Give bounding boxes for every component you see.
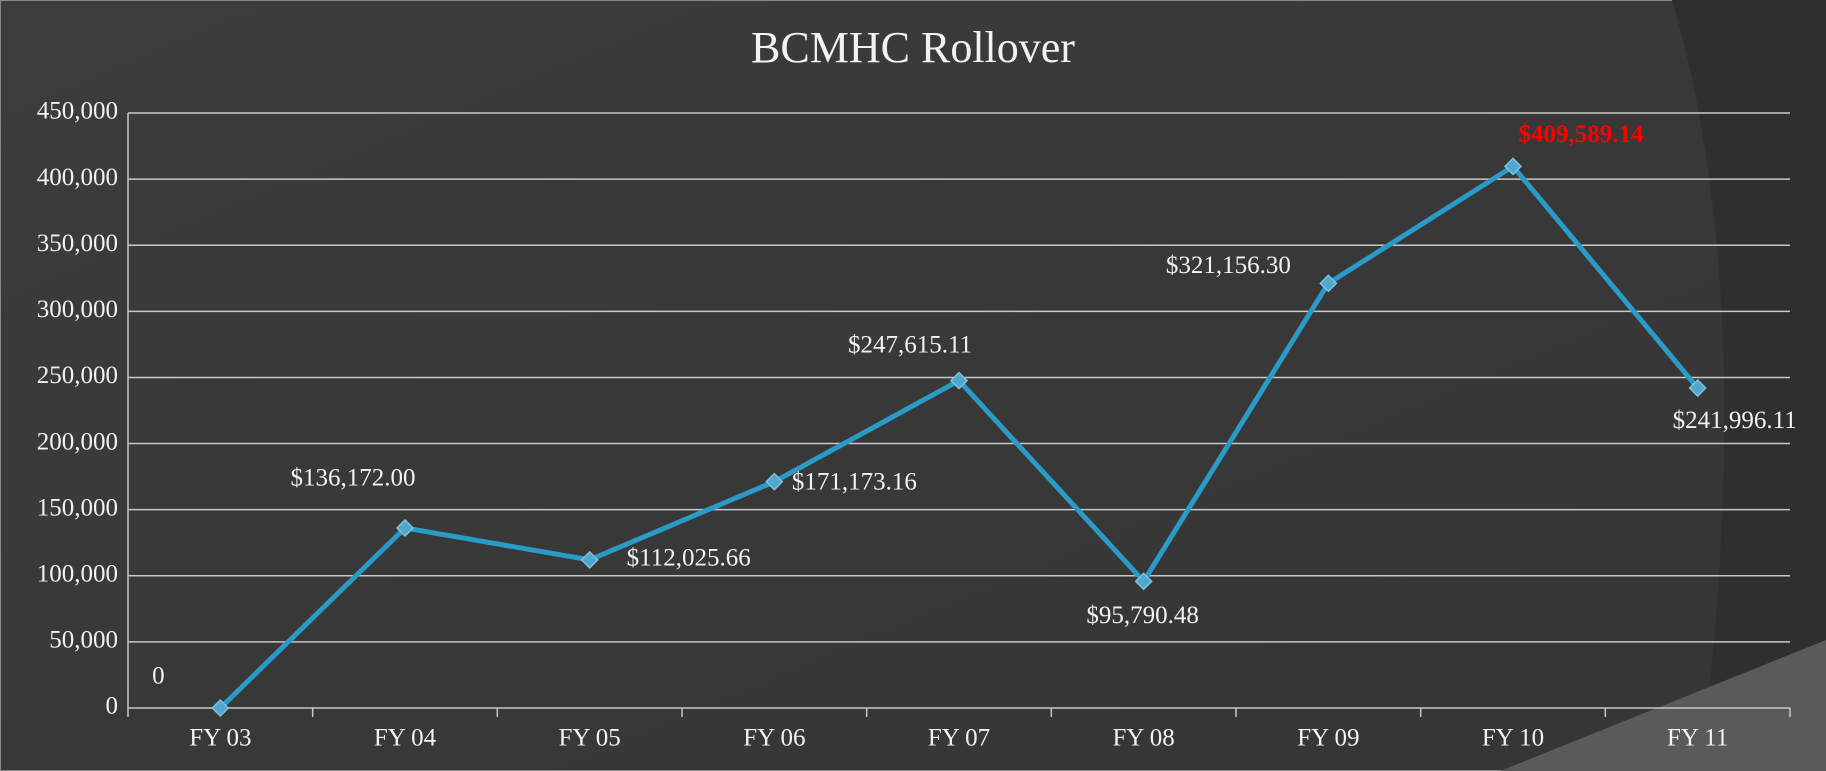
x-tick-label: FY 10: [1482, 725, 1544, 752]
marker: [1134, 572, 1153, 591]
marker: [1688, 378, 1707, 398]
marker: [765, 472, 784, 491]
x-tick-label: FY 04: [374, 725, 437, 752]
y-tick-label: 200,000: [37, 428, 118, 455]
marker: [580, 550, 599, 569]
x-tick-label: FY 09: [1297, 725, 1359, 752]
data-label: $241,996.11: [1673, 407, 1797, 434]
marker: [949, 371, 969, 390]
x-tick-label: FY 08: [1113, 725, 1175, 752]
data-label: $409,589.14: [1519, 121, 1645, 148]
marker: [1319, 274, 1338, 293]
y-tick-label: 0: [106, 693, 119, 720]
y-tick-label: 350,000: [37, 230, 118, 257]
y-tick-label: 400,000: [37, 164, 118, 191]
data-label: $95,790.48: [1086, 602, 1199, 629]
x-tick-label: FY 07: [928, 725, 990, 752]
y-tick-label: 300,000: [37, 296, 118, 323]
data-label: 0: [152, 663, 165, 690]
data-label: $112,025.66: [627, 545, 751, 572]
data-label: $321,156.30: [1166, 252, 1291, 279]
data-label: $136,172.00: [291, 465, 416, 492]
x-tick-label: FY 06: [743, 725, 805, 752]
marker: [211, 698, 230, 718]
marker: [1503, 157, 1523, 176]
data-label: $247,615.11: [848, 331, 972, 358]
y-tick-label: 450,000: [37, 98, 118, 125]
decor-arc: [1672, 0, 1826, 771]
y-tick-label: 100,000: [37, 561, 118, 588]
y-tick-label: 150,000: [37, 494, 118, 521]
x-tick-label: FY 05: [559, 725, 621, 752]
y-tick-label: 50,000: [49, 627, 118, 654]
y-tick-label: 250,000: [37, 362, 118, 389]
x-tick-label: FY 11: [1667, 725, 1728, 752]
chart-title: BCMHC Rollover: [751, 23, 1075, 72]
x-tick-label: FY 03: [189, 725, 251, 752]
data-label: $171,173.16: [792, 468, 917, 495]
decor-corner: [1500, 640, 1826, 771]
marker: [395, 518, 415, 538]
